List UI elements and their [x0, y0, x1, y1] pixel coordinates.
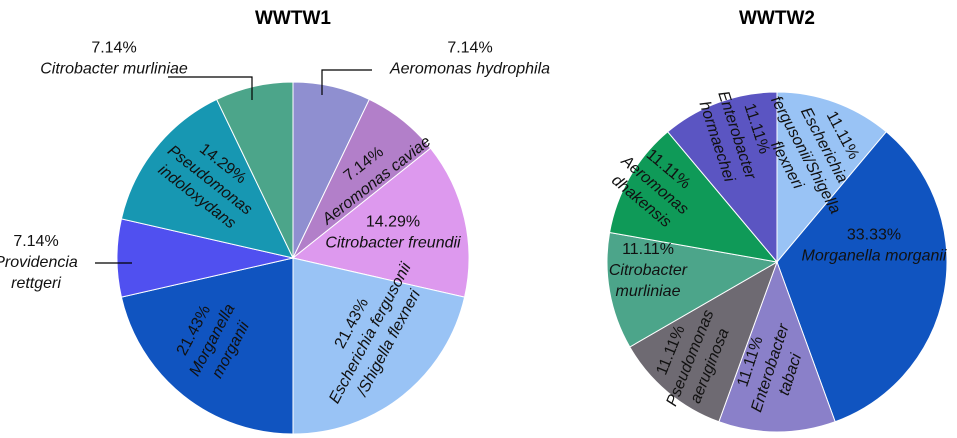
slice-percent-label: 33.33% [847, 227, 901, 244]
slice-name-label: Aeromonas hydrophila [389, 61, 550, 78]
pie-wwtw1 [116, 81, 470, 435]
slice-percent-label: 7.14% [13, 233, 58, 250]
slice-name-label: Citrobacter murliniae [40, 61, 188, 78]
pie1-slice-0-label: 7.14% Aeromonas hydrophila [389, 40, 550, 78]
slice-percent-label: 11.11% [622, 241, 674, 258]
pie2-slice-4 [606, 231, 779, 348]
chart-title-wwtw1: WWTW1 [255, 8, 331, 29]
pie2-slice-0 [776, 91, 887, 264]
pie1-slice-7-leader-line [168, 76, 253, 100]
pie1-slice-5-label: 7.14% Providencia rettgeri [0, 233, 78, 292]
slice-percent-label: 7.14% [91, 40, 136, 57]
pie2-slice-1 [776, 131, 948, 423]
pie1-slice-3 [292, 257, 466, 435]
slice-percent-label: 7.14% [447, 40, 492, 57]
pie2-slice-2 [718, 260, 836, 433]
pie1-slice-2-label: 14.29% Citrobacter freundii [325, 214, 461, 252]
slice-name-label: Providencia [0, 254, 78, 271]
slice-name-label: Citrobacter [609, 262, 688, 279]
slice-name-label: Morganella morganii [802, 248, 947, 265]
pie1-slice-2 [291, 147, 470, 298]
pie1-slice-6 [120, 98, 294, 259]
pie1-slice-0-leader-line [321, 69, 372, 95]
pie2-slice-5 [609, 131, 779, 263]
pie2-slice-1-label: 33.33% Morganella morganii [802, 227, 947, 265]
pie1-slice-4 [120, 257, 294, 435]
slice-name-label: rettgeri [11, 275, 61, 292]
pie2-slice-3 [629, 260, 778, 423]
slice-percent-label: 14.29% [366, 214, 420, 231]
pie1-slice-7 [215, 81, 294, 259]
pie-wwtw2 [606, 91, 948, 433]
slice-name-label: Citrobacter freundii [325, 235, 461, 252]
pie2-slice-4-label: 11.11% Citrobacter murliniae [609, 241, 688, 300]
chart-title-wwtw2: WWTW2 [739, 8, 815, 29]
pie1-slice-7-label: 7.14% Citrobacter murliniae [40, 40, 188, 78]
slice-name-label: murliniae [616, 283, 681, 300]
pie2-slice-6 [667, 91, 778, 264]
